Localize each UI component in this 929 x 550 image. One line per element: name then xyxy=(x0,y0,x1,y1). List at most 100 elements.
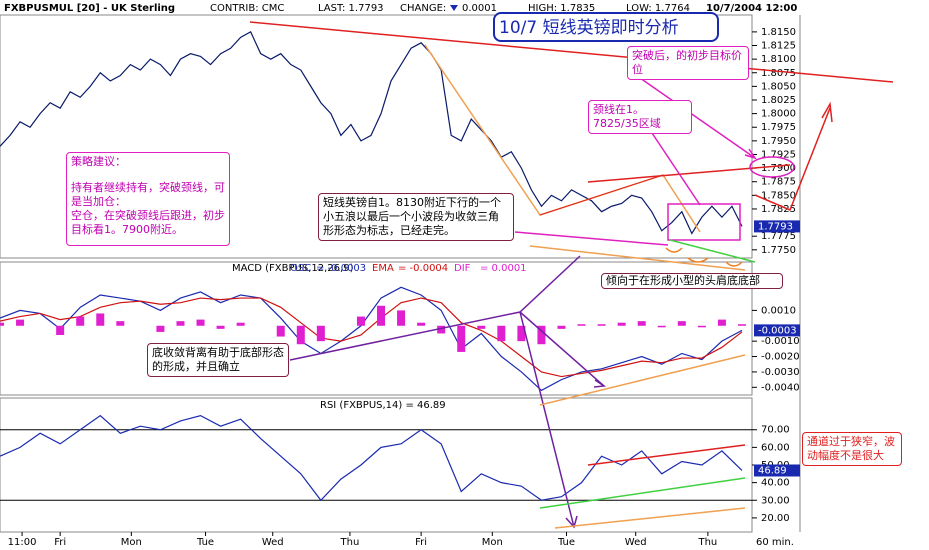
rsi-channel xyxy=(554,507,746,529)
y-tick-label: 1.7875 xyxy=(761,177,796,188)
x-tick-label: Wed xyxy=(625,537,647,548)
divergence-lines xyxy=(289,255,605,528)
trend-line xyxy=(249,21,894,83)
last-value-box xyxy=(754,464,800,477)
histogram-bar xyxy=(477,325,486,329)
y-tick-label: 60.00 xyxy=(761,442,790,453)
last: LAST: 1.7793 xyxy=(318,3,384,14)
histogram-bar xyxy=(697,325,706,328)
change: 0.0001 xyxy=(462,3,497,14)
y-tick-label: 1.7925 xyxy=(761,149,796,160)
data-line xyxy=(0,286,743,392)
wave-note: 短线英镑自1。8130附近下行的一个小五浪以最后一个小波段为收敛三角形形态为标志… xyxy=(318,193,514,241)
y-tick-label: 70.00 xyxy=(761,425,790,436)
rsi-frame xyxy=(0,397,753,533)
shoulder-marks xyxy=(665,247,743,267)
divergence-note: 底收敛背离有助于底部形态的形成，并且确立 xyxy=(147,343,289,377)
histogram-bar xyxy=(236,322,245,326)
title-box: 10/7 短线英镑即时分析 xyxy=(493,12,719,42)
down-icon xyxy=(450,5,458,11)
y-tick-label: -0.0020 xyxy=(761,352,800,363)
strategy-flat: 空仓，在突破颈线后跟进，初步目标看1。7900附近。 xyxy=(71,209,225,236)
histogram-bar xyxy=(517,325,526,342)
y-tick-label: 1.7975 xyxy=(761,122,796,133)
histogram-bar xyxy=(577,324,586,326)
y-tick-label: 1.7750 xyxy=(761,245,796,256)
strategy-note: 策略建议： 持有者继续持有，突破颈线，可是当加仓： 空仓，在突破颈线后跟进，初步… xyxy=(66,152,230,246)
last-value-box xyxy=(754,324,800,337)
trend-line xyxy=(539,174,664,216)
support-line xyxy=(529,245,746,271)
data-line xyxy=(0,297,743,378)
histogram-bar xyxy=(677,321,686,326)
pointer-arrow xyxy=(514,231,669,246)
y-tick-label: 1.8125 xyxy=(761,41,796,52)
histogram-bar xyxy=(96,313,105,326)
histogram-bar xyxy=(617,322,626,326)
histogram-bar xyxy=(557,325,566,329)
y-tick-label: 1.8050 xyxy=(761,81,796,92)
y-tick-label: 1.7950 xyxy=(761,136,796,147)
drawn-lines xyxy=(249,21,894,529)
data-line xyxy=(0,414,743,502)
strategy-hold: 持有者继续持有，突破颈线，可是当加仓： xyxy=(71,181,225,208)
y-tick-label: 40.00 xyxy=(761,478,790,489)
histogram-bar xyxy=(717,319,726,326)
contrib: CONTRIB: CMC xyxy=(210,3,284,14)
macd-trend xyxy=(539,354,746,406)
x-tick-label: 11:00 xyxy=(8,537,37,548)
histogram-bar xyxy=(216,325,225,329)
neckline-note: 颈线在1。7825/35区域 xyxy=(588,100,692,134)
y-tick-label: 1.8075 xyxy=(761,68,796,79)
x-tick-label: Tue xyxy=(557,537,575,548)
histogram-bar xyxy=(356,316,365,326)
y-tick-label: 1.8150 xyxy=(761,27,796,38)
channel-note: 通道过于狭窄，波动幅度不是很大 xyxy=(802,432,902,466)
histogram-bar xyxy=(276,325,285,337)
last-value: -0.0003 xyxy=(758,325,797,336)
histogram-bar xyxy=(56,325,65,335)
histogram-bar xyxy=(497,325,506,342)
pointer-arrow xyxy=(639,77,757,160)
histogram-bar xyxy=(597,324,606,326)
legend-name: DIF xyxy=(454,263,471,274)
target-arrow xyxy=(754,101,833,211)
x-tick-label: Tue xyxy=(196,537,214,548)
y-tick-label: 1.7900 xyxy=(761,163,796,174)
head-shoulders-note: 倾向于在形成小型的头肩底底部 xyxy=(601,273,783,289)
high: HIGH: 1.7835 xyxy=(528,3,595,14)
y-tick-label: 1.8025 xyxy=(761,95,796,106)
histogram-bar xyxy=(737,324,746,326)
last-value-box xyxy=(754,220,800,233)
x-tick-label: Mon xyxy=(482,537,503,548)
low: LOW: 1.7764 xyxy=(626,3,690,14)
y-tick-label: 1.7850 xyxy=(761,190,796,201)
histogram-bar xyxy=(116,321,125,326)
y-tick-label: 20.00 xyxy=(761,513,790,524)
x-tick-label: Thu xyxy=(697,537,717,548)
strategy-title: 策略建议： xyxy=(71,155,126,168)
histogram-bar xyxy=(397,310,406,326)
y-tick-label: 1.7825 xyxy=(761,204,796,215)
y-tick-label: -0.0040 xyxy=(761,382,800,393)
legend-readout: = -0.0003 xyxy=(316,263,366,274)
y-tick-label: 30.00 xyxy=(761,495,790,506)
target-note: 突破后，的初步目标价位 xyxy=(627,46,749,80)
histogram-bar xyxy=(537,325,546,345)
price-frame xyxy=(0,14,753,259)
target-circle xyxy=(749,156,795,178)
x-tick-label: Wed xyxy=(262,537,284,548)
macd-frame xyxy=(0,261,753,396)
trend-line xyxy=(587,164,791,183)
y-tick-label: -0.0030 xyxy=(761,367,800,378)
legend-name: EMA xyxy=(372,263,394,274)
histogram-bar xyxy=(457,325,466,352)
last-value: 1.7793 xyxy=(758,221,793,232)
last-value: 46.89 xyxy=(758,465,787,476)
rsi-channel xyxy=(539,477,746,509)
legend-name: OSC xyxy=(290,263,311,274)
symbol: FXBPUSMUL [20] - UK Sterling xyxy=(4,3,175,14)
x-tick-label: Fri xyxy=(54,537,66,548)
